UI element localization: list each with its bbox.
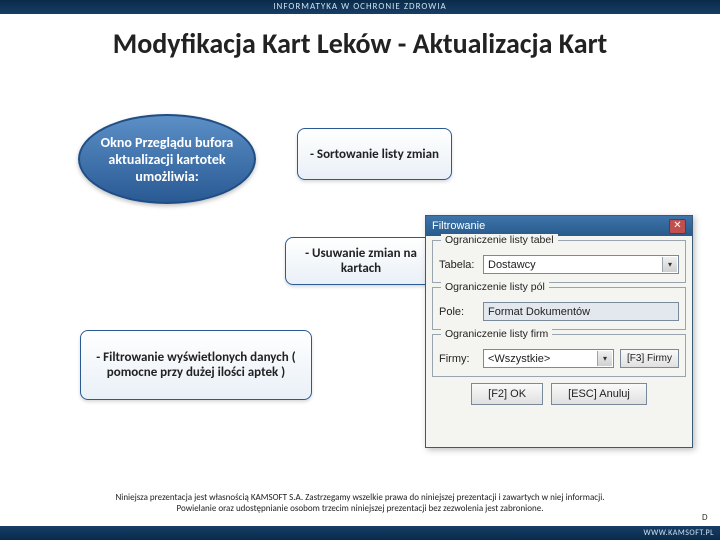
info-box-1: - Usuwanie zmian na kartach (285, 237, 437, 285)
field-label: Pole: (439, 306, 477, 318)
field-label: Tabela: (439, 259, 477, 271)
info-box-0: - Sortowanie listy zmian (297, 128, 452, 180)
close-icon[interactable]: ✕ (669, 219, 686, 234)
chevron-down-icon[interactable]: ▾ (662, 257, 677, 272)
field-row: Firmy: <Wszystkie> ▾ [F3] Firmy (439, 349, 679, 368)
group-2: Ograniczenie listy firmFirmy:<Wszystkie>… (432, 334, 686, 377)
ok-button[interactable]: [F2] OK (471, 383, 543, 405)
filter-dialog: Filtrowanie ✕ Ograniczenie listy tabel Ta… (425, 215, 693, 448)
corner-mark: D (702, 512, 710, 520)
group-1: Ograniczenie listy pólPole:Format Dokume… (432, 287, 686, 330)
overview-ellipse-text: Okno Przeglądu bufora aktualizacji karto… (80, 134, 254, 185)
field-label: Firmy: (439, 353, 477, 365)
page-title: Modyfikacja Kart Leków - Aktualizacja Ka… (0, 26, 720, 61)
footer-line-2: Powielanie oraz udostępnianie osobom trz… (40, 503, 680, 514)
footer-text: Niniejsza prezentacja jest własnością KA… (40, 492, 680, 515)
choice-field[interactable]: Format Dokumentów (483, 302, 679, 321)
side-button[interactable]: [F3] Firmy (620, 349, 679, 368)
group-label: Ograniczenie listy firm (441, 328, 552, 340)
overview-ellipse: Okno Przeglądu bufora aktualizacji karto… (78, 114, 256, 204)
field-value: Format Dokumentów (488, 306, 590, 318)
dialog-titlebar: Filtrowanie ✕ (426, 216, 692, 236)
chevron-down-icon[interactable]: ▾ (597, 351, 612, 366)
field-row: Tabela: Dostawcy ▾ (439, 255, 679, 274)
group-label: Ograniczenie listy pól (441, 281, 549, 293)
footer-line-1: Niniejsza prezentacja jest własnością KA… (40, 492, 680, 503)
bottom-banner (0, 526, 720, 540)
top-banner: INFORMATYKA W OCHRONIE ZDROWIA (0, 0, 720, 14)
field-value: Dostawcy (488, 259, 536, 271)
cancel-button[interactable]: [ESC] Anuluj (551, 383, 647, 405)
dialog-button-row: [F2] OK [ESC] Anuluj (432, 383, 686, 405)
info-box-2: - Filtrowanie wyświetlonych danych ( pom… (80, 330, 312, 400)
group-0: Ograniczenie listy tabelTabela:Dostawcy▾ (432, 240, 686, 283)
combo-field[interactable]: Dostawcy ▾ (483, 255, 679, 274)
combo-field[interactable]: <Wszystkie> ▾ (483, 349, 614, 368)
group-label: Ograniczenie listy tabel (441, 234, 558, 246)
field-value: <Wszystkie> (488, 353, 550, 365)
dialog-title-text: Filtrowanie (432, 216, 485, 236)
field-row: Pole: Format Dokumentów (439, 302, 679, 321)
